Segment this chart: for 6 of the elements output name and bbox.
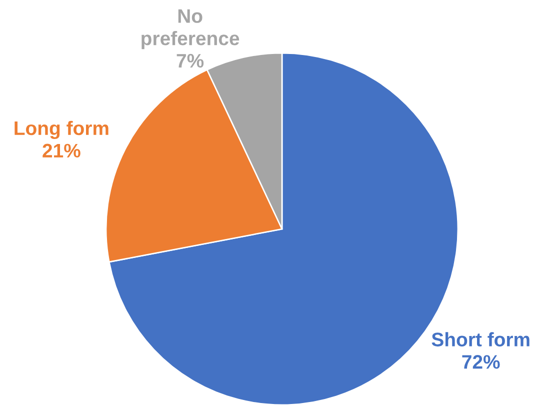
data-label: 7% bbox=[176, 54, 204, 68]
slice-label: No preference bbox=[142, 9, 240, 50]
data-label: 72% bbox=[462, 355, 500, 369]
slice-label: Short form bbox=[432, 332, 530, 346]
data-label: 21% bbox=[42, 144, 80, 158]
slice-label: Long form bbox=[14, 120, 108, 140]
